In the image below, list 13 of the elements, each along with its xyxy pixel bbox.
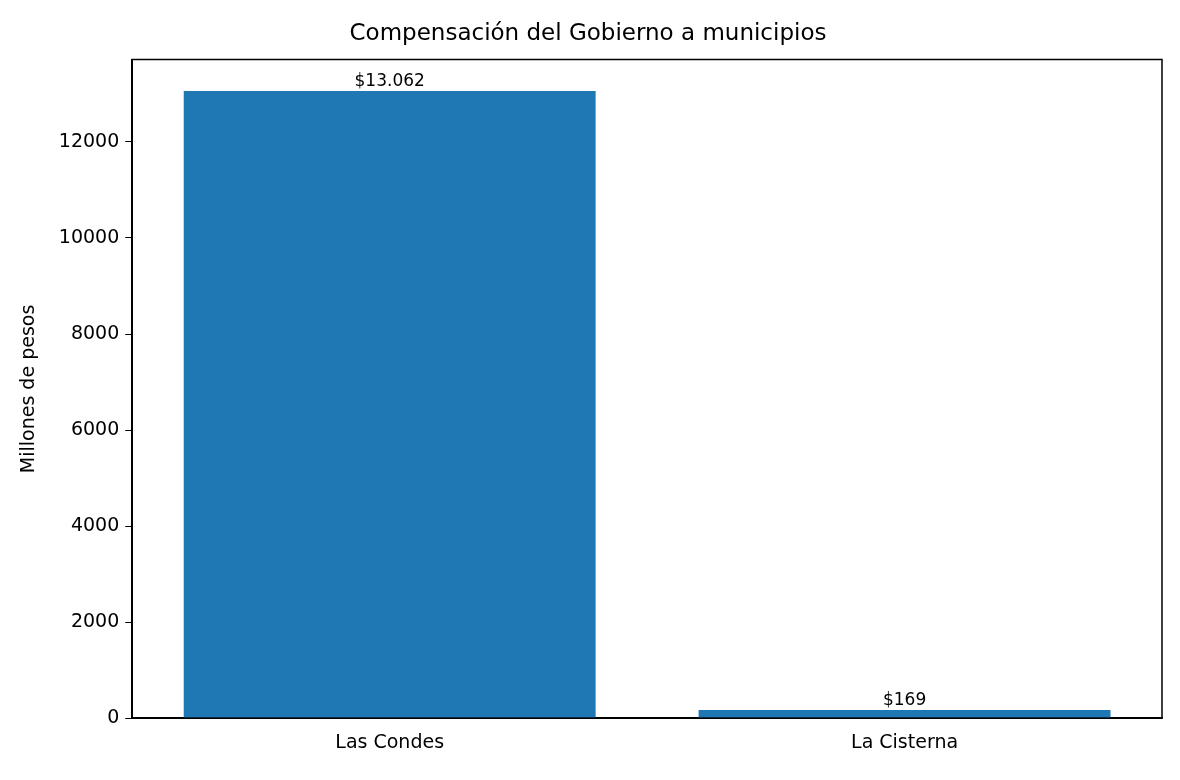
y-tick-label: 8000 — [70, 320, 120, 343]
data-label: $13.062 — [354, 69, 425, 90]
y-tick-label: 0 — [107, 705, 120, 728]
y-axis-title: Millones de pesos — [16, 304, 39, 474]
y-tick-label: 4000 — [70, 513, 120, 536]
data-label: $169 — [882, 689, 927, 710]
y-tick-label: 12000 — [58, 128, 120, 151]
y-tick-label: 10000 — [58, 224, 120, 247]
chart-title: Compensación del Gobierno a municipios — [349, 18, 827, 45]
x-tick-label: La Cisterna — [851, 729, 959, 752]
y-tick-label: 2000 — [70, 609, 120, 632]
y-tick-label: 6000 — [70, 417, 120, 440]
x-tick-label: Las Condes — [335, 729, 445, 752]
